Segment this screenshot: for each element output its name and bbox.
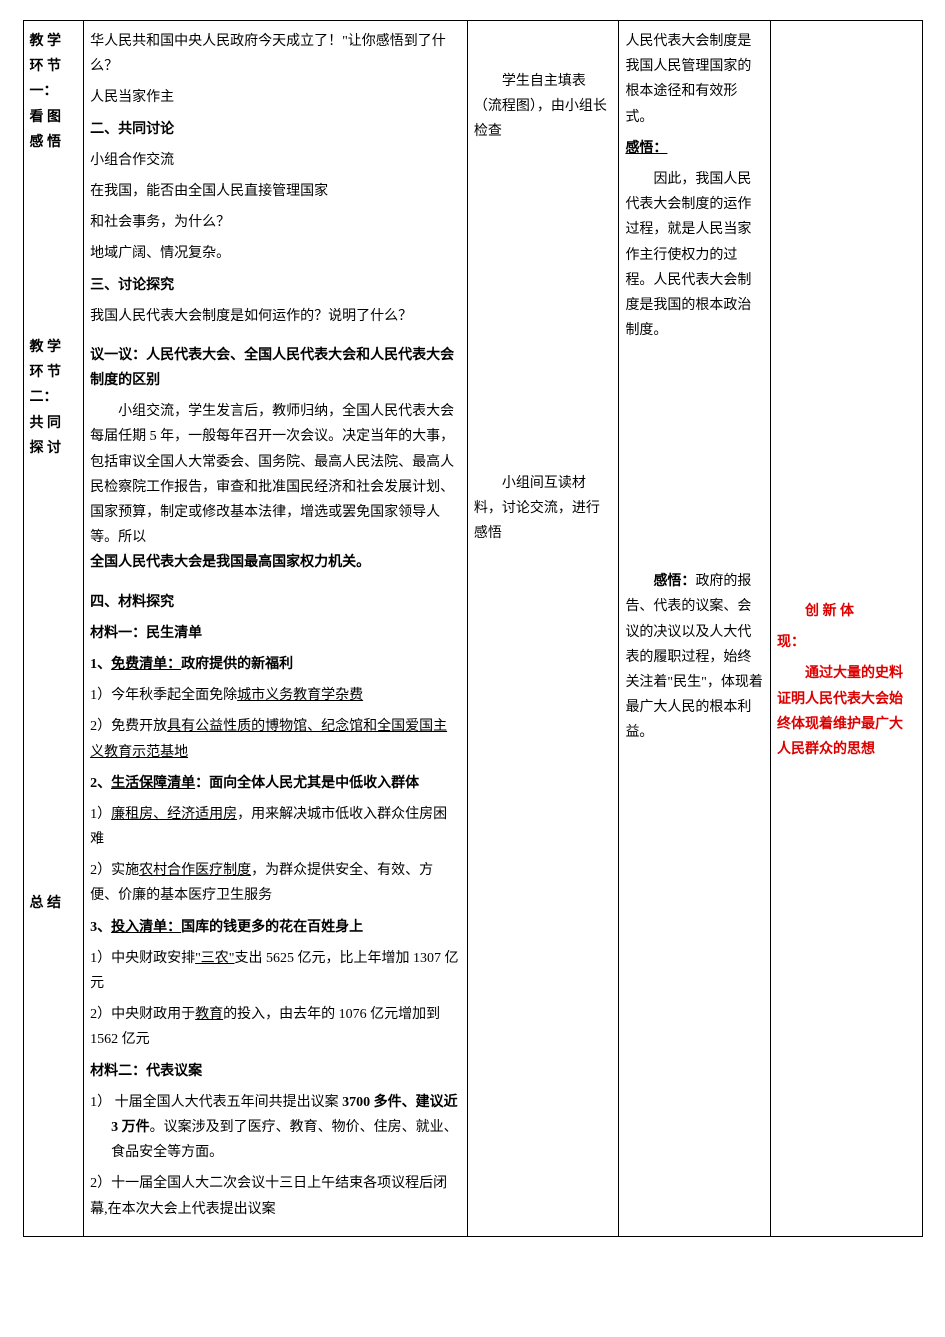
ganwu-1-text: 因此，我国人民代表大会制度的运作过程，就是人民当家作主行使权力的过程。人民代表大…	[625, 167, 764, 343]
m1-item-1b: 2）免费开放具有公益性质的博物馆、纪念馆和全国爱国主义教育示范基地	[90, 714, 461, 764]
group-discussion-para: 小组交流，学生发言后，教师归纳，全国人民代表大会每届任期 5 年，一般每年召开一…	[90, 399, 461, 575]
yiyi-label: 议一议：	[90, 348, 146, 363]
lesson-plan-table: 教 学 环 节 一： 看 图 感 悟 教 学 环 节 二： 共 同 探 讨 总 …	[23, 20, 923, 1237]
section-2-title: 二、共同讨论	[90, 117, 461, 142]
m2-item-a: 1） 十届全国人大代表五年间共提出议案 3700 多件、建议近 3 万件。议案涉…	[90, 1090, 461, 1166]
stage-label-cell: 教 学 环 节 一： 看 图 感 悟 教 学 环 节 二： 共 同 探 讨 总 …	[23, 21, 84, 1237]
section-3-title: 三、讨论探究	[90, 273, 461, 298]
activity-1: 学生自主填表（流程图），由小组长检查	[474, 69, 613, 145]
document-container: 教 学 环 节 一： 看 图 感 悟 教 学 环 节 二： 共 同 探 讨 总 …	[23, 20, 923, 1237]
m1-item-1a: 1）今年秋季起全面免除城市义务教育学杂费	[90, 683, 461, 708]
innovation-title-2: 现：	[777, 630, 916, 655]
intro-answer: 人民当家作主	[90, 85, 461, 110]
ganwu-2: 感悟：政府的报告、代表的议案、会议的决议以及人大代表的履职过程，始终关注着"民生…	[625, 569, 764, 745]
activity-2: 小组间互读材料，讨论交流，进行感悟	[474, 471, 613, 547]
section-2-q1: 在我国，能否由全国人民直接管理国家	[90, 179, 461, 204]
m2-item-b: 2）十一届全国人大二次会议十三日上午结束各项议程后闭幕,在本次大会上代表提出议案	[90, 1171, 461, 1221]
m1-item-2: 2、生活保障清单：面向全体人民尤其是中低收入群体	[90, 771, 461, 796]
intro-quote: 华人民共和国中央人民政府今天成立了！"让你感悟到了什么？	[90, 29, 461, 79]
section-2-answer: 地域广阔、情况复杂。	[90, 241, 461, 266]
material-1-title: 材料一：民生清单	[90, 621, 461, 646]
ganwu-1: 感悟：	[625, 136, 764, 161]
section-3-question: 我国人民代表大会制度是如何运作的？说明了什么？	[90, 304, 461, 329]
m1-item-3b: 2）中央财政用于教育的投入，由去年的 1076 亿元增加到 1562 亿元	[90, 1002, 461, 1052]
yiyi-block: 议一议：人民代表大会、全国人民代表大会和人民代表大会制度的区别	[90, 343, 461, 393]
section-2-q2: 和社会事务，为什么？	[90, 210, 461, 235]
section-4-title: 四、材料探究	[90, 590, 461, 615]
m1-item-3a: 1）中央财政安排"三农"支出 5625 亿元，比上年增加 1307 亿元	[90, 946, 461, 996]
stage-1-label: 教 学 环 节 一： 看 图 感 悟	[30, 29, 78, 155]
m1-item-3: 3、投入清单：国库的钱更多的花在百姓身上	[90, 915, 461, 940]
stage-2-label: 教 学 环 节 二： 共 同 探 讨	[30, 335, 78, 461]
activity-cell: 学生自主填表（流程图），由小组长检查 小组间互读材料，讨论交流，进行感悟	[467, 21, 619, 1237]
summary-p1: 人民代表大会制度是我国人民管理国家的根本途径和有效形式。	[625, 29, 764, 130]
m1-item-2a: 1）廉租房、经济适用房，用来解决城市低收入群众住房困难	[90, 802, 461, 852]
m1-item-1: 1、免费清单：政府提供的新福利	[90, 652, 461, 677]
main-content-cell: 华人民共和国中央人民政府今天成立了！"让你感悟到了什么？ 人民当家作主 二、共同…	[84, 21, 468, 1237]
m1-item-2b: 2）实施农村合作医疗制度，为群众提供安全、有效、方便、价廉的基本医疗卫生服务	[90, 858, 461, 908]
innovation-text: 通过大量的史料证明人民代表大会始终体现着维护最广大人民群众的思想	[777, 661, 916, 762]
section-2-sub: 小组合作交流	[90, 148, 461, 173]
innovation-title: 创 新 体	[777, 599, 916, 624]
stage-3-label: 总 结	[30, 891, 78, 916]
material-2-title: 材料二：代表议案	[90, 1059, 461, 1084]
innovation-cell: 创 新 体 现： 通过大量的史料证明人民代表大会始终体现着维护最广大人民群众的思…	[770, 21, 922, 1237]
summary-cell: 人民代表大会制度是我国人民管理国家的根本途径和有效形式。 感悟： 因此，我国人民…	[619, 21, 771, 1237]
